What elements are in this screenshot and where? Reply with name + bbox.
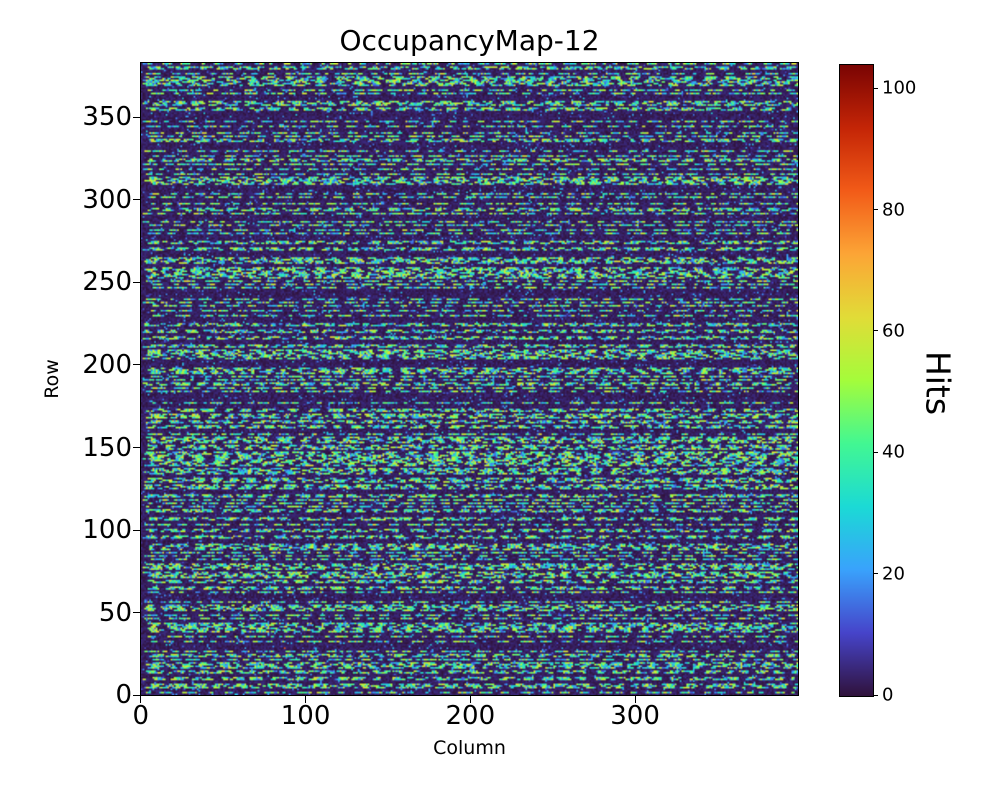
x-tick-mark xyxy=(469,696,471,703)
y-tick-mark xyxy=(133,612,140,614)
y-tick-mark xyxy=(133,447,140,449)
y-tick-label: 150 xyxy=(82,432,132,463)
y-axis-label: Row xyxy=(41,359,63,399)
x-axis-label: Column xyxy=(433,737,506,759)
colorbar-tick-mark xyxy=(873,87,878,89)
colorbar xyxy=(839,64,874,697)
x-tick-mark xyxy=(634,696,636,703)
colorbar-tick-label: 40 xyxy=(882,441,905,463)
y-tick-label: 250 xyxy=(82,267,132,298)
colorbar-tick-mark xyxy=(873,330,878,332)
colorbar-tick-label: 80 xyxy=(882,199,905,221)
y-tick-mark xyxy=(133,364,140,366)
x-tick-label: 300 xyxy=(610,701,660,731)
y-tick-label: 350 xyxy=(82,102,132,133)
colorbar-tick-mark xyxy=(873,694,878,696)
x-tick-mark xyxy=(140,696,142,703)
y-tick-label: 300 xyxy=(82,184,132,215)
colorbar-tick-label: 20 xyxy=(882,563,905,585)
x-tick-label: 0 xyxy=(132,701,150,731)
colorbar-label: Hits xyxy=(918,350,958,416)
y-tick-mark xyxy=(133,199,140,201)
colorbar-tick-label: 0 xyxy=(882,684,894,706)
y-tick-mark xyxy=(133,694,140,696)
colorbar-tick-mark xyxy=(873,209,878,211)
colorbar-tick-label: 60 xyxy=(882,320,905,342)
heatmap-image xyxy=(141,63,798,695)
y-tick-label: 50 xyxy=(98,597,132,628)
x-tick-label: 100 xyxy=(280,701,331,731)
x-tick-label: 200 xyxy=(445,701,496,731)
y-tick-label: 100 xyxy=(82,515,132,546)
heatmap-plot-area xyxy=(140,62,799,696)
y-tick-mark xyxy=(133,116,140,118)
y-tick-mark xyxy=(133,529,140,531)
y-tick-label: 0 xyxy=(115,680,132,711)
plot-title: OccupancyMap-12 xyxy=(339,24,600,57)
y-tick-label: 200 xyxy=(82,349,132,380)
colorbar-tick-mark xyxy=(873,451,878,453)
colorbar-tick-label: 100 xyxy=(882,77,917,99)
y-tick-mark xyxy=(133,281,140,283)
x-tick-mark xyxy=(305,696,307,703)
colorbar-tick-mark xyxy=(873,573,878,575)
